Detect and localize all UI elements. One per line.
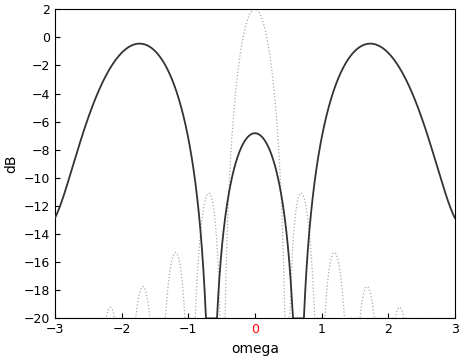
Y-axis label: dB: dB — [4, 154, 18, 173]
X-axis label: omega: omega — [231, 342, 279, 356]
